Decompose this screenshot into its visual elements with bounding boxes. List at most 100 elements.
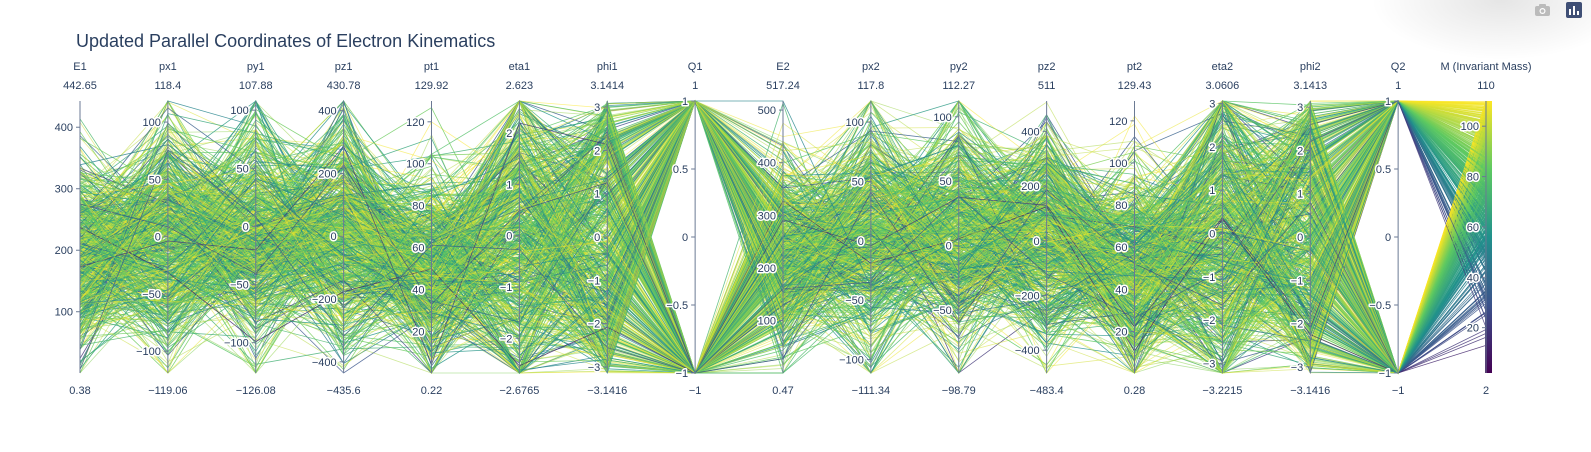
tick-label: 50 [237,163,249,175]
tick-label: 80 [412,201,424,213]
axis-max-label: 129.92 [415,80,449,92]
tick-label: 100 [1109,158,1127,170]
axis-label: phi1 [597,61,618,73]
tick-label: 1 [1297,189,1303,201]
tick-label: 0 [594,232,600,244]
tick-label: −0.5 [666,300,688,312]
tick-label: 300 [55,184,73,196]
axis-min-label: −98.79 [942,385,976,397]
tick-label: 0 [243,221,249,233]
tick-label: 40 [412,285,424,297]
tick-label: 100 [230,105,248,117]
axis-label: pt1 [424,61,439,73]
tick-label: 1 [1385,96,1391,108]
tick-label: 0.5 [673,164,688,176]
axis-max-label: 442.65 [63,80,97,92]
axis-max-label: 3.0606 [1206,80,1240,92]
tick-label: 3 [1209,99,1215,111]
axis-max-label: 107.88 [239,80,273,92]
axis-label: Q1 [688,61,703,73]
axis-label: phi2 [1300,61,1321,73]
tick-label: 1 [682,96,688,108]
tick-label: 100 [55,307,73,319]
tick-label: 400 [318,106,336,118]
axis-label: pz1 [335,61,353,73]
tick-label: 120 [1109,116,1127,128]
tick-label: 0 [506,231,512,243]
tick-label: −400 [1015,345,1040,357]
axis-min-label: −3.1416 [1290,385,1330,397]
tick-label: 2 [594,145,600,157]
tick-label: −2 [588,319,601,331]
tick-label: 400 [758,158,776,170]
axis-max-label: 1 [692,80,698,92]
axis-label: eta1 [509,61,530,73]
axis-min-label: −483.4 [1030,385,1064,397]
tick-label: −50 [933,305,952,317]
axis-max-label: 3.1413 [1293,80,1327,92]
tick-label: 3 [1297,102,1303,114]
tick-label: 80 [1115,200,1127,212]
tick-label: −1 [500,282,513,294]
axis-min-label: −3.2215 [1202,385,1242,397]
axis-min-label: −126.08 [236,385,276,397]
camera-icon[interactable] [1533,2,1551,18]
axis-max-label: 430.78 [327,80,361,92]
tick-label: −1 [1379,368,1392,380]
tick-label: −50 [845,295,864,307]
tick-label: −1 [588,275,601,287]
axis-max-label: 117.8 [858,80,885,92]
tick-label: −2 [1203,315,1216,327]
axis-min-label: −3.1416 [587,385,627,397]
axis-label: eta2 [1212,61,1233,73]
tick-label: 0 [155,232,161,244]
axis-label: Q2 [1391,61,1406,73]
axis-min-label: −1 [1392,385,1405,397]
axis-min-label: −435.6 [327,385,361,397]
tick-label: 0 [331,231,337,243]
tick-label: 100 [846,117,864,129]
axis-max-label: 1 [1395,80,1401,92]
axis-min-label: 2 [1483,385,1489,397]
tick-label: 2 [506,128,512,140]
tick-label: 2 [1297,145,1303,157]
tick-label: 0 [1385,232,1391,244]
axis-min-label: −2.6765 [499,385,539,397]
tick-label: 60 [412,243,424,255]
tick-label: −200 [312,294,337,306]
tick-label: −3 [1203,358,1216,370]
modebar [1533,2,1583,18]
axis-max-label: 110 [1477,80,1495,92]
tick-label: 50 [940,176,952,188]
tick-label: 100 [1461,121,1479,133]
tick-label: −1 [676,368,689,380]
tick-label: 100 [933,112,951,124]
tick-label: 400 [55,122,73,134]
axis-label: py1 [247,61,265,73]
axis-min-label: 0.22 [421,385,442,397]
tick-label: −100 [224,338,249,350]
tick-label: 20 [1467,323,1479,335]
axis-min-label: −119.06 [148,385,187,397]
tick-label: 20 [412,327,424,339]
tick-label: 0.5 [1376,164,1391,176]
axis-label: pz2 [1038,61,1056,73]
tick-label: 120 [406,117,424,129]
tick-label: −1 [1291,275,1304,287]
tick-label: 60 [1115,242,1127,254]
tick-label: −100 [839,355,864,367]
tick-label: 60 [1467,222,1479,234]
tick-label: 200 [318,168,336,180]
tick-label: 50 [852,176,864,188]
tick-label: −2 [500,333,513,345]
tick-label: 200 [758,263,776,275]
axis-label: px1 [159,61,177,73]
tick-label: −400 [312,357,337,369]
tick-label: 200 [1021,181,1039,193]
tick-label: 0 [946,241,952,253]
tick-label: 3 [594,102,600,114]
tick-label: 100 [406,159,424,171]
plotly-logo-icon[interactable] [1565,2,1583,18]
chart-title: Updated Parallel Coordinates of Electron… [76,31,496,51]
